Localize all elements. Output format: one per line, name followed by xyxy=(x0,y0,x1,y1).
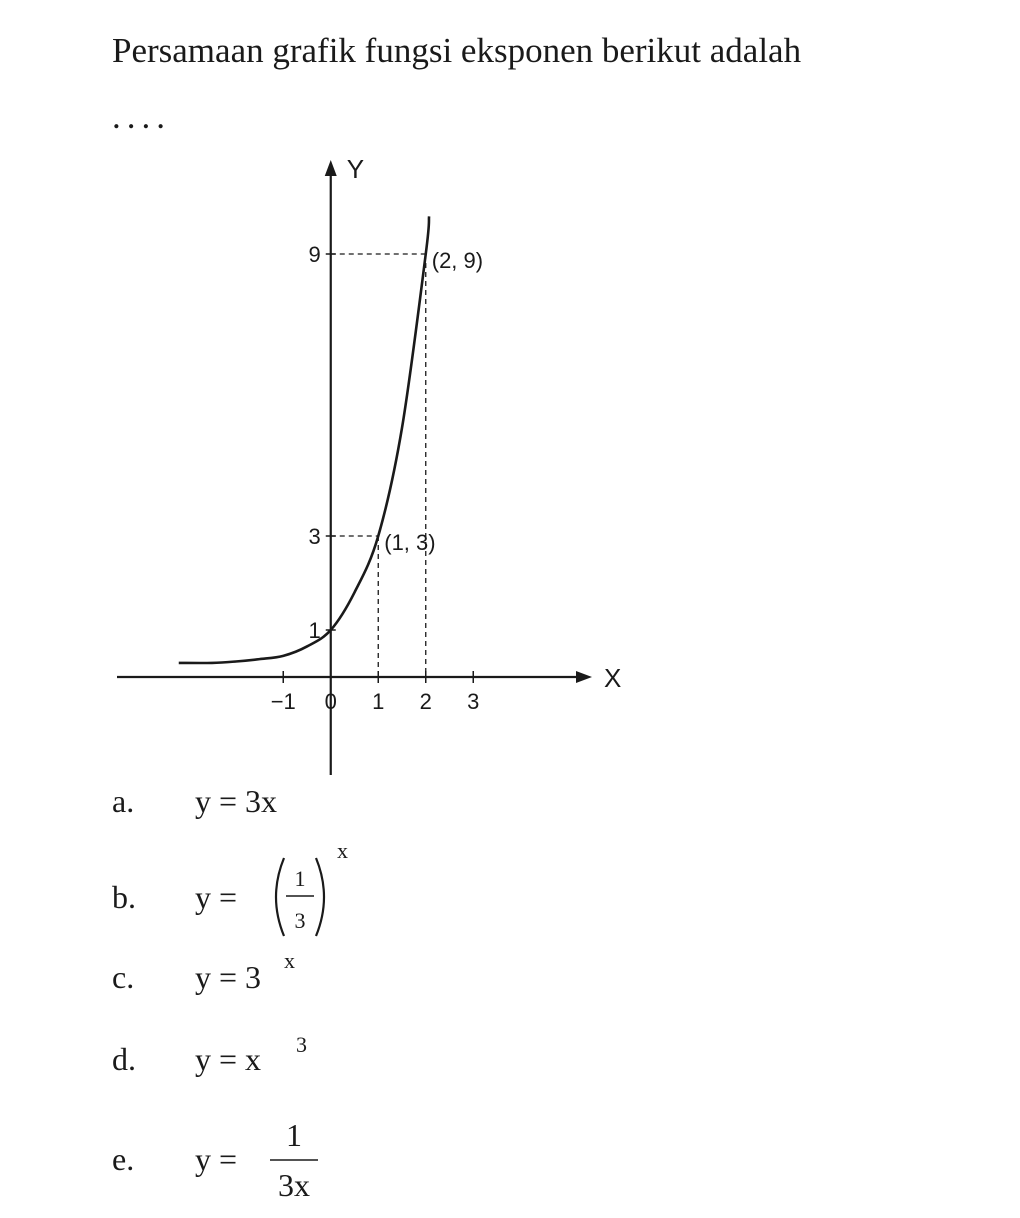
option-letter: b. xyxy=(112,879,136,915)
option-letter: c. xyxy=(112,959,134,995)
option-formula: y = xyxy=(195,1141,237,1177)
point-label: (1, 3) xyxy=(384,530,435,555)
x-axis-arrow xyxy=(576,671,592,683)
x-tick-label: 3 xyxy=(467,689,479,714)
exponent: x xyxy=(284,948,295,973)
exponent: 3 xyxy=(296,1032,307,1057)
y-tick-label: 3 xyxy=(309,524,321,549)
question-text: Persamaan grafik fungsi eksponen berikut… xyxy=(112,31,802,70)
option-formula: y = x xyxy=(195,1041,261,1077)
x-tick-label: 0 xyxy=(325,689,337,714)
option-letter: a. xyxy=(112,783,134,819)
parenthesis xyxy=(314,857,326,937)
x-tick-label: −1 xyxy=(271,689,296,714)
option-formula: y = 3 xyxy=(195,959,261,995)
option-formula: y = xyxy=(195,879,237,915)
y-tick-label: 1 xyxy=(309,618,321,643)
question-dots: .... xyxy=(112,97,171,136)
denominator: 3 xyxy=(295,908,306,933)
graph: X Y −1 0 1 2 3 1 3 9 (1, 3) (2, 9) xyxy=(117,154,621,775)
y-tick-label: 9 xyxy=(309,242,321,267)
parenthesis xyxy=(274,857,286,937)
option-letter: d. xyxy=(112,1041,136,1077)
exponent: x xyxy=(337,838,348,863)
x-axis-label: X xyxy=(604,663,621,693)
y-axis-label: Y xyxy=(347,154,364,184)
option-formula: y = 3x xyxy=(195,783,277,819)
option-letter: e. xyxy=(112,1141,134,1177)
y-axis-arrow xyxy=(324,160,337,176)
numerator: 1 xyxy=(286,1117,302,1153)
x-tick-label: 1 xyxy=(372,689,384,714)
x-tick-label: 2 xyxy=(420,689,432,714)
numerator: 1 xyxy=(295,866,306,891)
point-label: (2, 9) xyxy=(432,248,483,273)
curve xyxy=(178,216,431,665)
denominator: 3x xyxy=(278,1167,310,1203)
